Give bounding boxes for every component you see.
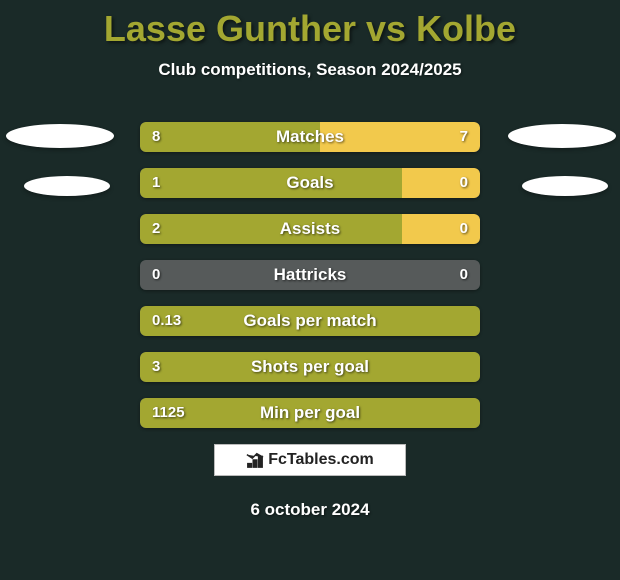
stat-row: 1125Min per goal — [140, 398, 480, 428]
chart-icon — [246, 451, 264, 469]
stat-label: Goals per match — [140, 306, 480, 336]
title-vs: vs — [356, 8, 416, 49]
stat-row: 3Shots per goal — [140, 352, 480, 382]
source-logo: FcTables.com — [214, 444, 406, 476]
player-placeholder-oval — [522, 176, 608, 196]
subtitle: Club competitions, Season 2024/2025 — [0, 60, 620, 80]
player-placeholder-oval — [24, 176, 110, 196]
player-placeholder-oval — [6, 124, 114, 148]
date-text: 6 october 2024 — [0, 500, 620, 520]
stat-row: 87Matches — [140, 122, 480, 152]
stat-label: Min per goal — [140, 398, 480, 428]
stat-row: 00Hattricks — [140, 260, 480, 290]
stat-label: Shots per goal — [140, 352, 480, 382]
stat-label: Goals — [140, 168, 480, 198]
logo-text: FcTables.com — [268, 451, 374, 469]
title-left: Lasse Gunther — [104, 8, 356, 49]
page-title: Lasse Gunther vs Kolbe — [0, 0, 620, 50]
stat-label: Matches — [140, 122, 480, 152]
title-right: Kolbe — [416, 8, 516, 49]
stat-label: Hattricks — [140, 260, 480, 290]
stat-row: 0.13Goals per match — [140, 306, 480, 336]
stat-row: 20Assists — [140, 214, 480, 244]
player-placeholder-oval — [508, 124, 616, 148]
stat-row: 10Goals — [140, 168, 480, 198]
stats-bars: 87Matches 10Goals 20Assists 00Hattricks 0.13… — [140, 122, 480, 444]
stat-label: Assists — [140, 214, 480, 244]
